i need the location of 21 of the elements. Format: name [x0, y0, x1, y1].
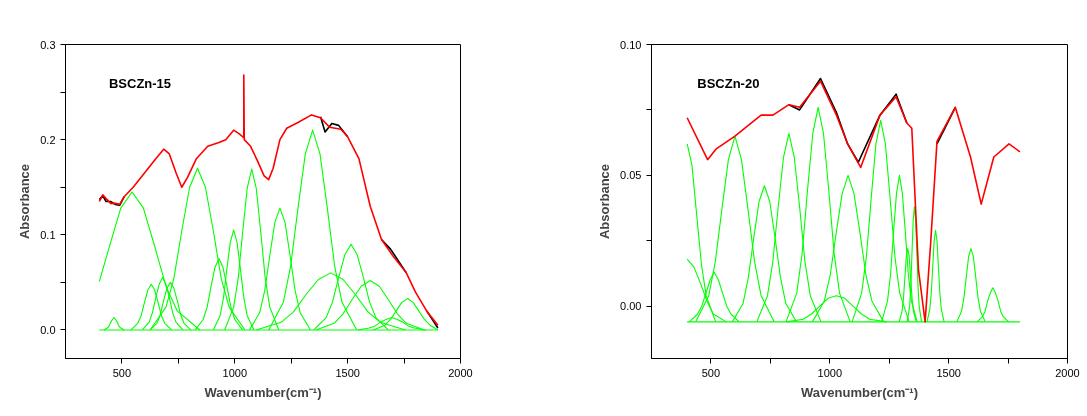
y-tick-label: 0.2: [40, 133, 56, 146]
x-tick-label: 2000: [1055, 366, 1080, 379]
y-axis-title: Absorbance: [597, 163, 613, 240]
x-axis-title: Wavenumber(cm⁻¹): [204, 384, 322, 400]
x-tick-label: 1500: [335, 366, 360, 379]
x-tick-label: 1000: [817, 366, 843, 379]
y-tick-label: 0.00: [620, 300, 642, 313]
x-tick-label: 500: [112, 366, 132, 379]
x-tick-label: 500: [701, 366, 721, 379]
x-tick-label: 1000: [222, 366, 248, 379]
y-tick-label: 0.05: [620, 169, 642, 182]
y-tick-label: 0.10: [620, 38, 642, 51]
y-tick-label: 0.3: [40, 38, 56, 51]
x-tick-label: 1500: [936, 366, 961, 379]
y-axis-title: Absorbance: [17, 163, 33, 240]
annotation: BSCZn-15: [108, 75, 172, 91]
annotation: BSCZn-20: [697, 75, 760, 91]
x-axis-title: Wavenumber(cm⁻¹): [801, 384, 918, 400]
x-tick-label: 2000: [448, 366, 473, 379]
y-tick-label: 0.1: [40, 228, 56, 241]
y-tick-label: 0.0: [40, 323, 56, 336]
